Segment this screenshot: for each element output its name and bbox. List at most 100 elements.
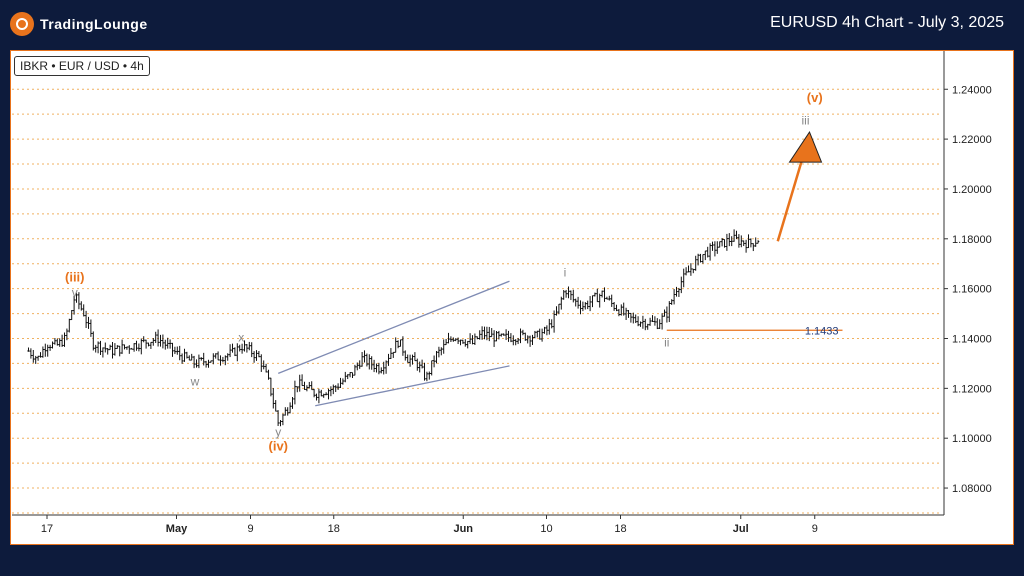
candle [658, 319, 661, 329]
candle [605, 296, 609, 300]
candle [197, 354, 201, 369]
candle [423, 362, 426, 381]
candle [120, 339, 124, 354]
candle [60, 334, 64, 347]
chart-area[interactable] [10, 50, 1014, 545]
candle [713, 241, 717, 257]
candle [202, 352, 205, 366]
wave-label: v [72, 285, 78, 299]
candle [372, 359, 376, 373]
y-tick-label: 1.12000 [952, 383, 992, 395]
candle [63, 332, 66, 347]
candle [593, 292, 597, 297]
candle [555, 306, 558, 316]
candle [692, 268, 695, 274]
candle [159, 334, 162, 347]
candle [744, 239, 748, 253]
y-tick-label: 1.16000 [952, 284, 992, 296]
candle [339, 377, 342, 388]
wave-label: y [275, 425, 281, 439]
x-tick-label: Jun [453, 523, 473, 535]
candle [648, 317, 652, 326]
candle [118, 345, 121, 357]
candle [440, 347, 443, 356]
candle [557, 303, 561, 315]
candle [296, 386, 299, 393]
candle [536, 330, 539, 338]
candle [689, 263, 693, 276]
candle [348, 372, 352, 378]
candle [442, 339, 445, 354]
x-tick-label: 9 [812, 523, 818, 535]
candle [598, 293, 601, 308]
candle [216, 351, 220, 361]
candle [80, 301, 83, 311]
candle [624, 307, 628, 321]
candle [634, 314, 637, 324]
candle [44, 343, 47, 357]
y-axis: 1.08000 1.10000 1.12000 1.14000 1.16000 1.180… [943, 51, 992, 515]
candle [562, 289, 565, 300]
candle [591, 295, 594, 308]
candle [552, 310, 556, 333]
wave-label: (v) [807, 90, 823, 105]
candle [480, 326, 484, 340]
x-tick-label: Jul [733, 523, 749, 535]
candle [572, 289, 575, 303]
candle [365, 353, 369, 367]
candle [411, 354, 414, 365]
candle [300, 374, 304, 387]
candle [740, 235, 743, 248]
candle [550, 319, 553, 329]
candle [125, 346, 129, 350]
candle [363, 350, 366, 363]
candle [260, 354, 263, 372]
candle [178, 345, 181, 361]
candle [735, 230, 738, 240]
candle [708, 243, 712, 261]
candle [272, 388, 275, 409]
x-tick-label: 17 [41, 523, 53, 535]
candle [533, 330, 537, 339]
candle [344, 371, 347, 383]
candle [428, 371, 431, 380]
candle [521, 329, 525, 336]
candle [449, 336, 453, 343]
candle [509, 333, 513, 343]
candle [368, 354, 371, 370]
candle [53, 337, 57, 345]
candle [360, 351, 364, 367]
candle [332, 384, 335, 395]
wave-label: iii [802, 113, 810, 127]
candle [420, 359, 424, 369]
candle [94, 344, 97, 353]
candle [576, 296, 580, 309]
candle [399, 339, 402, 347]
candle [639, 321, 642, 327]
candle [663, 309, 666, 317]
candle [684, 267, 688, 276]
candle [144, 339, 148, 349]
candle [471, 335, 474, 345]
projection-arrow-shaft [776, 147, 807, 242]
candle [219, 355, 222, 366]
candle [92, 331, 95, 351]
candle [140, 338, 143, 355]
candle [176, 346, 179, 355]
candle [531, 334, 534, 346]
candle [276, 410, 280, 426]
candle [600, 290, 604, 298]
candle [269, 377, 273, 397]
candle [32, 349, 35, 363]
candle [291, 397, 294, 409]
candle [154, 331, 157, 343]
header-bar: TradingLounge EURUSD 4h Chart - July 3, … [0, 0, 1024, 48]
candle [46, 344, 49, 357]
candle [464, 339, 467, 347]
candle [58, 338, 61, 347]
candle [204, 360, 208, 368]
candle [312, 388, 316, 398]
